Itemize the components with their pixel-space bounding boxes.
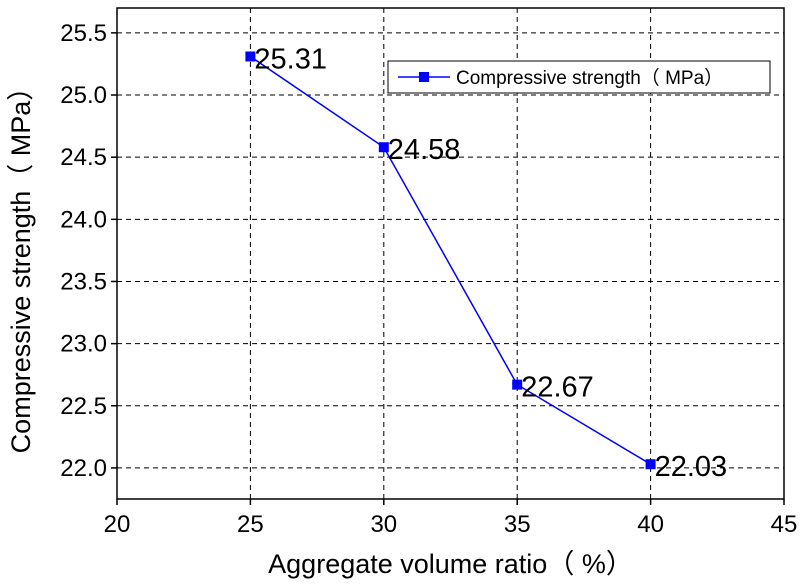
y-tick-label: 23.0 <box>60 331 107 358</box>
plot-area <box>116 7 785 500</box>
y-tick-label: 25.5 <box>60 20 107 47</box>
x-tick-label: 30 <box>370 511 397 538</box>
legend-box <box>387 60 771 94</box>
data-label: 22.03 <box>655 451 728 483</box>
y-tick-label: 22.5 <box>60 393 107 420</box>
data-label: 25.31 <box>254 43 327 75</box>
x-tick-label: 20 <box>104 511 131 538</box>
data-point-marker <box>245 51 256 62</box>
x-tick-label: 35 <box>504 511 531 538</box>
x-axis-title: Aggregate volume ratio（ %） <box>268 549 633 579</box>
data-label: 24.58 <box>388 134 461 166</box>
legend: Compressive strength（ MPa） <box>387 60 771 94</box>
y-tick-label: 22.0 <box>60 455 107 482</box>
y-tick-label: 25.0 <box>60 82 107 109</box>
axis-ticks: 20 25 30 35 40 45 22.0 22.5 23.0 23.5 24.0 24.5 25.0… <box>60 20 797 538</box>
x-tick-label: 45 <box>771 511 798 538</box>
x-tick-label: 40 <box>637 511 664 538</box>
data-point-marker <box>512 379 523 390</box>
y-tick-label: 23.5 <box>60 268 107 295</box>
series-line <box>249 55 651 465</box>
data-labels: 25.31 24.58 22.67 22.03 <box>254 43 727 483</box>
y-tick-label: 24.0 <box>60 206 107 233</box>
data-point-marker <box>378 142 389 153</box>
y-axis-title: Compressive strength（ MPa） <box>6 74 36 454</box>
legend-label: Compressive strength（ MPa） <box>456 67 723 89</box>
x-tick-label: 25 <box>237 511 264 538</box>
y-tick-label: 24.5 <box>60 144 107 171</box>
legend-marker-icon <box>419 72 429 82</box>
data-label: 22.67 <box>521 372 594 404</box>
data-point-marker <box>645 459 656 470</box>
data-series <box>245 51 656 470</box>
